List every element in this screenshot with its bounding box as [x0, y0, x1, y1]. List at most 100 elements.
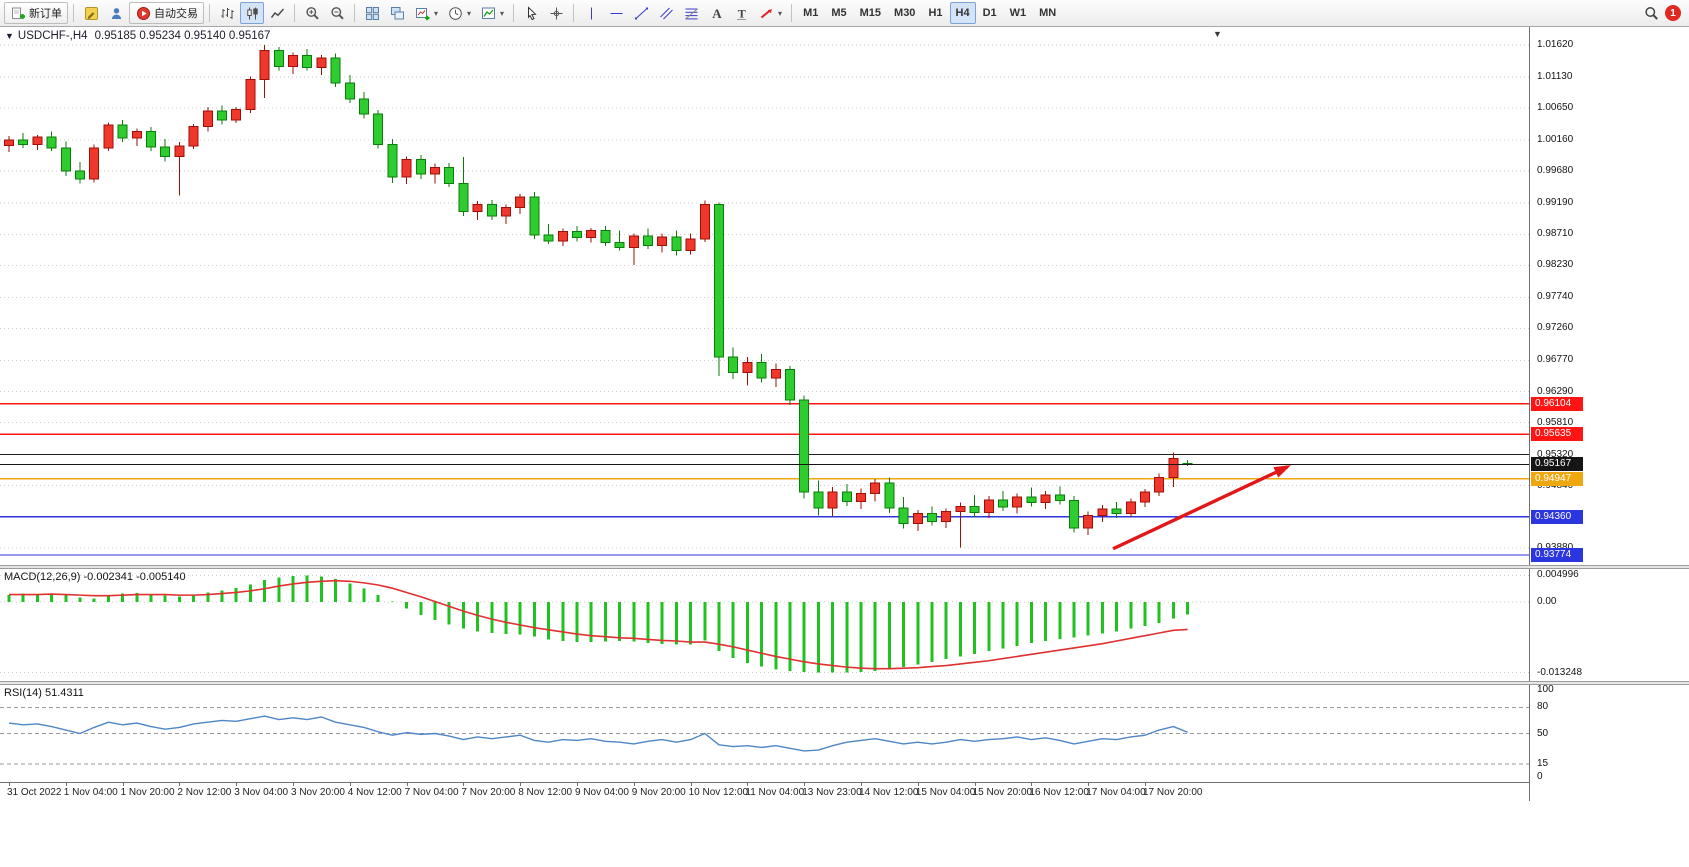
macd-signal-line: [9, 579, 1188, 670]
candle: [231, 106, 242, 124]
chart-collapse-icon[interactable]: ▼: [5, 31, 14, 41]
rsi-panel[interactable]: RSI(14) 51.4311: [0, 685, 1529, 782]
price-chart-canvas[interactable]: [0, 27, 1529, 565]
macd-panel[interactable]: MACD(12,26,9) -0.002341 -0.005140: [0, 569, 1529, 681]
candle: [799, 395, 810, 499]
time-tick: [1031, 783, 1033, 786]
arrow-stamp-icon: [758, 5, 774, 21]
toolbar-separator: [791, 4, 793, 22]
autotrading-button[interactable]: 自动交易: [129, 2, 204, 24]
metaeditor-icon: [83, 5, 99, 21]
timeframe-m15-button[interactable]: M15: [859, 7, 882, 19]
price-scale[interactable]: 1.01620 1.01130 1.00650 1.00160 0.99680 0.991…: [1529, 27, 1689, 801]
hline-icon: [608, 5, 624, 21]
candle: [685, 233, 696, 255]
candle: [330, 53, 341, 87]
dropdown-arrow-icon[interactable]: ▾: [778, 8, 783, 18]
rsi-canvas[interactable]: [0, 685, 1529, 782]
time-tick: [65, 783, 67, 786]
market-depth-button[interactable]: [104, 2, 128, 24]
cursor-button[interactable]: [519, 2, 543, 24]
price-tick: 0.96770: [1537, 354, 1574, 366]
tile-windows-button[interactable]: [360, 2, 384, 24]
panel-splitter[interactable]: [0, 681, 1689, 685]
price-tick: 0.95810: [1537, 416, 1574, 428]
timeframe-w1-button[interactable]: W1: [1009, 7, 1027, 19]
dropdown-arrow-icon[interactable]: ▾: [500, 8, 505, 18]
candle: [1154, 473, 1165, 497]
time-tick: [917, 783, 919, 786]
bar-chart-mode-button[interactable]: [215, 2, 239, 24]
templates-button[interactable]: ▾: [476, 2, 508, 24]
candle: [941, 508, 952, 528]
new-chart-icon: [414, 5, 430, 21]
time-tick: [520, 783, 522, 786]
main-chart-panel[interactable]: ▼ USDCHF-,H4 0.95185 0.95234 0.95140 0.951…: [0, 27, 1529, 565]
time-label: 4 Nov 12:00: [347, 787, 402, 798]
trendline-button[interactable]: [629, 2, 653, 24]
bid-price-badge: 0.95167: [1531, 457, 1583, 472]
template-icon: [480, 5, 496, 21]
timeframe-mn-button[interactable]: MN: [1039, 7, 1057, 19]
trend-arrow[interactable]: [1112, 465, 1289, 551]
search-icon[interactable]: [1643, 5, 1659, 21]
candle: [671, 230, 682, 256]
time-label: 3 Nov 04:00: [234, 787, 289, 798]
candle-chart-mode-button[interactable]: [240, 2, 264, 24]
timeframe-m30-button[interactable]: M30: [894, 7, 916, 19]
candle: [188, 123, 199, 150]
candle: [841, 483, 852, 506]
text-label-button[interactable]: T: [729, 2, 753, 24]
zoom-in-button[interactable]: [300, 2, 324, 24]
line-chart-mode-button[interactable]: [265, 2, 289, 24]
text-button[interactable]: A: [704, 2, 728, 24]
candle: [969, 494, 980, 517]
fibonacci-button[interactable]: [679, 2, 703, 24]
candle: [89, 144, 100, 183]
periods-button[interactable]: ▾: [443, 2, 475, 24]
time-tick: [747, 783, 749, 786]
price-tick: 0.97740: [1537, 291, 1574, 303]
macd-canvas[interactable]: [0, 569, 1529, 681]
time-axis[interactable]: 31 Oct 2022 1 Nov 04:00 1 Nov 20:00 2 Nov 1…: [0, 782, 1529, 801]
candle: [103, 122, 114, 152]
chart-shift-marker[interactable]: ▼: [1213, 29, 1222, 39]
cascade-windows-button[interactable]: [385, 2, 409, 24]
notifications-badge[interactable]: 1: [1665, 5, 1681, 21]
time-label: 3 Nov 20:00: [291, 787, 345, 798]
timeframe-m5-button[interactable]: M5: [831, 7, 847, 19]
candle: [344, 75, 355, 104]
candle: [572, 225, 582, 242]
candle: [1040, 490, 1051, 510]
new-order-button[interactable]: 新订单: [4, 2, 68, 24]
rsi-axis-tick: 0: [1537, 771, 1543, 782]
vertical-line-button[interactable]: [579, 2, 603, 24]
candle: [259, 45, 270, 98]
timeframe-h1-button[interactable]: H1: [928, 7, 943, 19]
price-tick: 0.99680: [1537, 165, 1574, 177]
candle: [46, 131, 57, 152]
rsi-value: 51.4311: [44, 687, 84, 699]
horizontal-line-button[interactable]: [604, 2, 628, 24]
equidistant-channel-button[interactable]: [654, 2, 678, 24]
metaeditor-button[interactable]: [79, 2, 103, 24]
dropdown-arrow-icon[interactable]: ▾: [467, 8, 472, 18]
time-tick: [406, 783, 408, 786]
panel-splitter[interactable]: [0, 565, 1689, 569]
candle: [302, 49, 313, 71]
arrows-button[interactable]: ▾: [754, 2, 786, 24]
timeframe-d1-button[interactable]: D1: [982, 7, 997, 19]
new-order-label: 新订单: [29, 8, 62, 20]
time-label: 16 Nov 12:00: [1029, 787, 1089, 798]
timeframe-h4-button[interactable]: H4: [949, 2, 976, 24]
candle: [1069, 496, 1079, 533]
timeframe-m1-button[interactable]: M1: [803, 7, 819, 19]
svg-text:T: T: [737, 6, 745, 20]
crosshair-button[interactable]: [544, 2, 568, 24]
new-chart-button[interactable]: ▾: [410, 2, 442, 24]
zoom-out-button[interactable]: [325, 2, 349, 24]
candle: [4, 136, 14, 152]
time-tick: [577, 783, 578, 786]
candle: [1054, 486, 1065, 505]
dropdown-arrow-icon[interactable]: ▾: [434, 8, 439, 18]
